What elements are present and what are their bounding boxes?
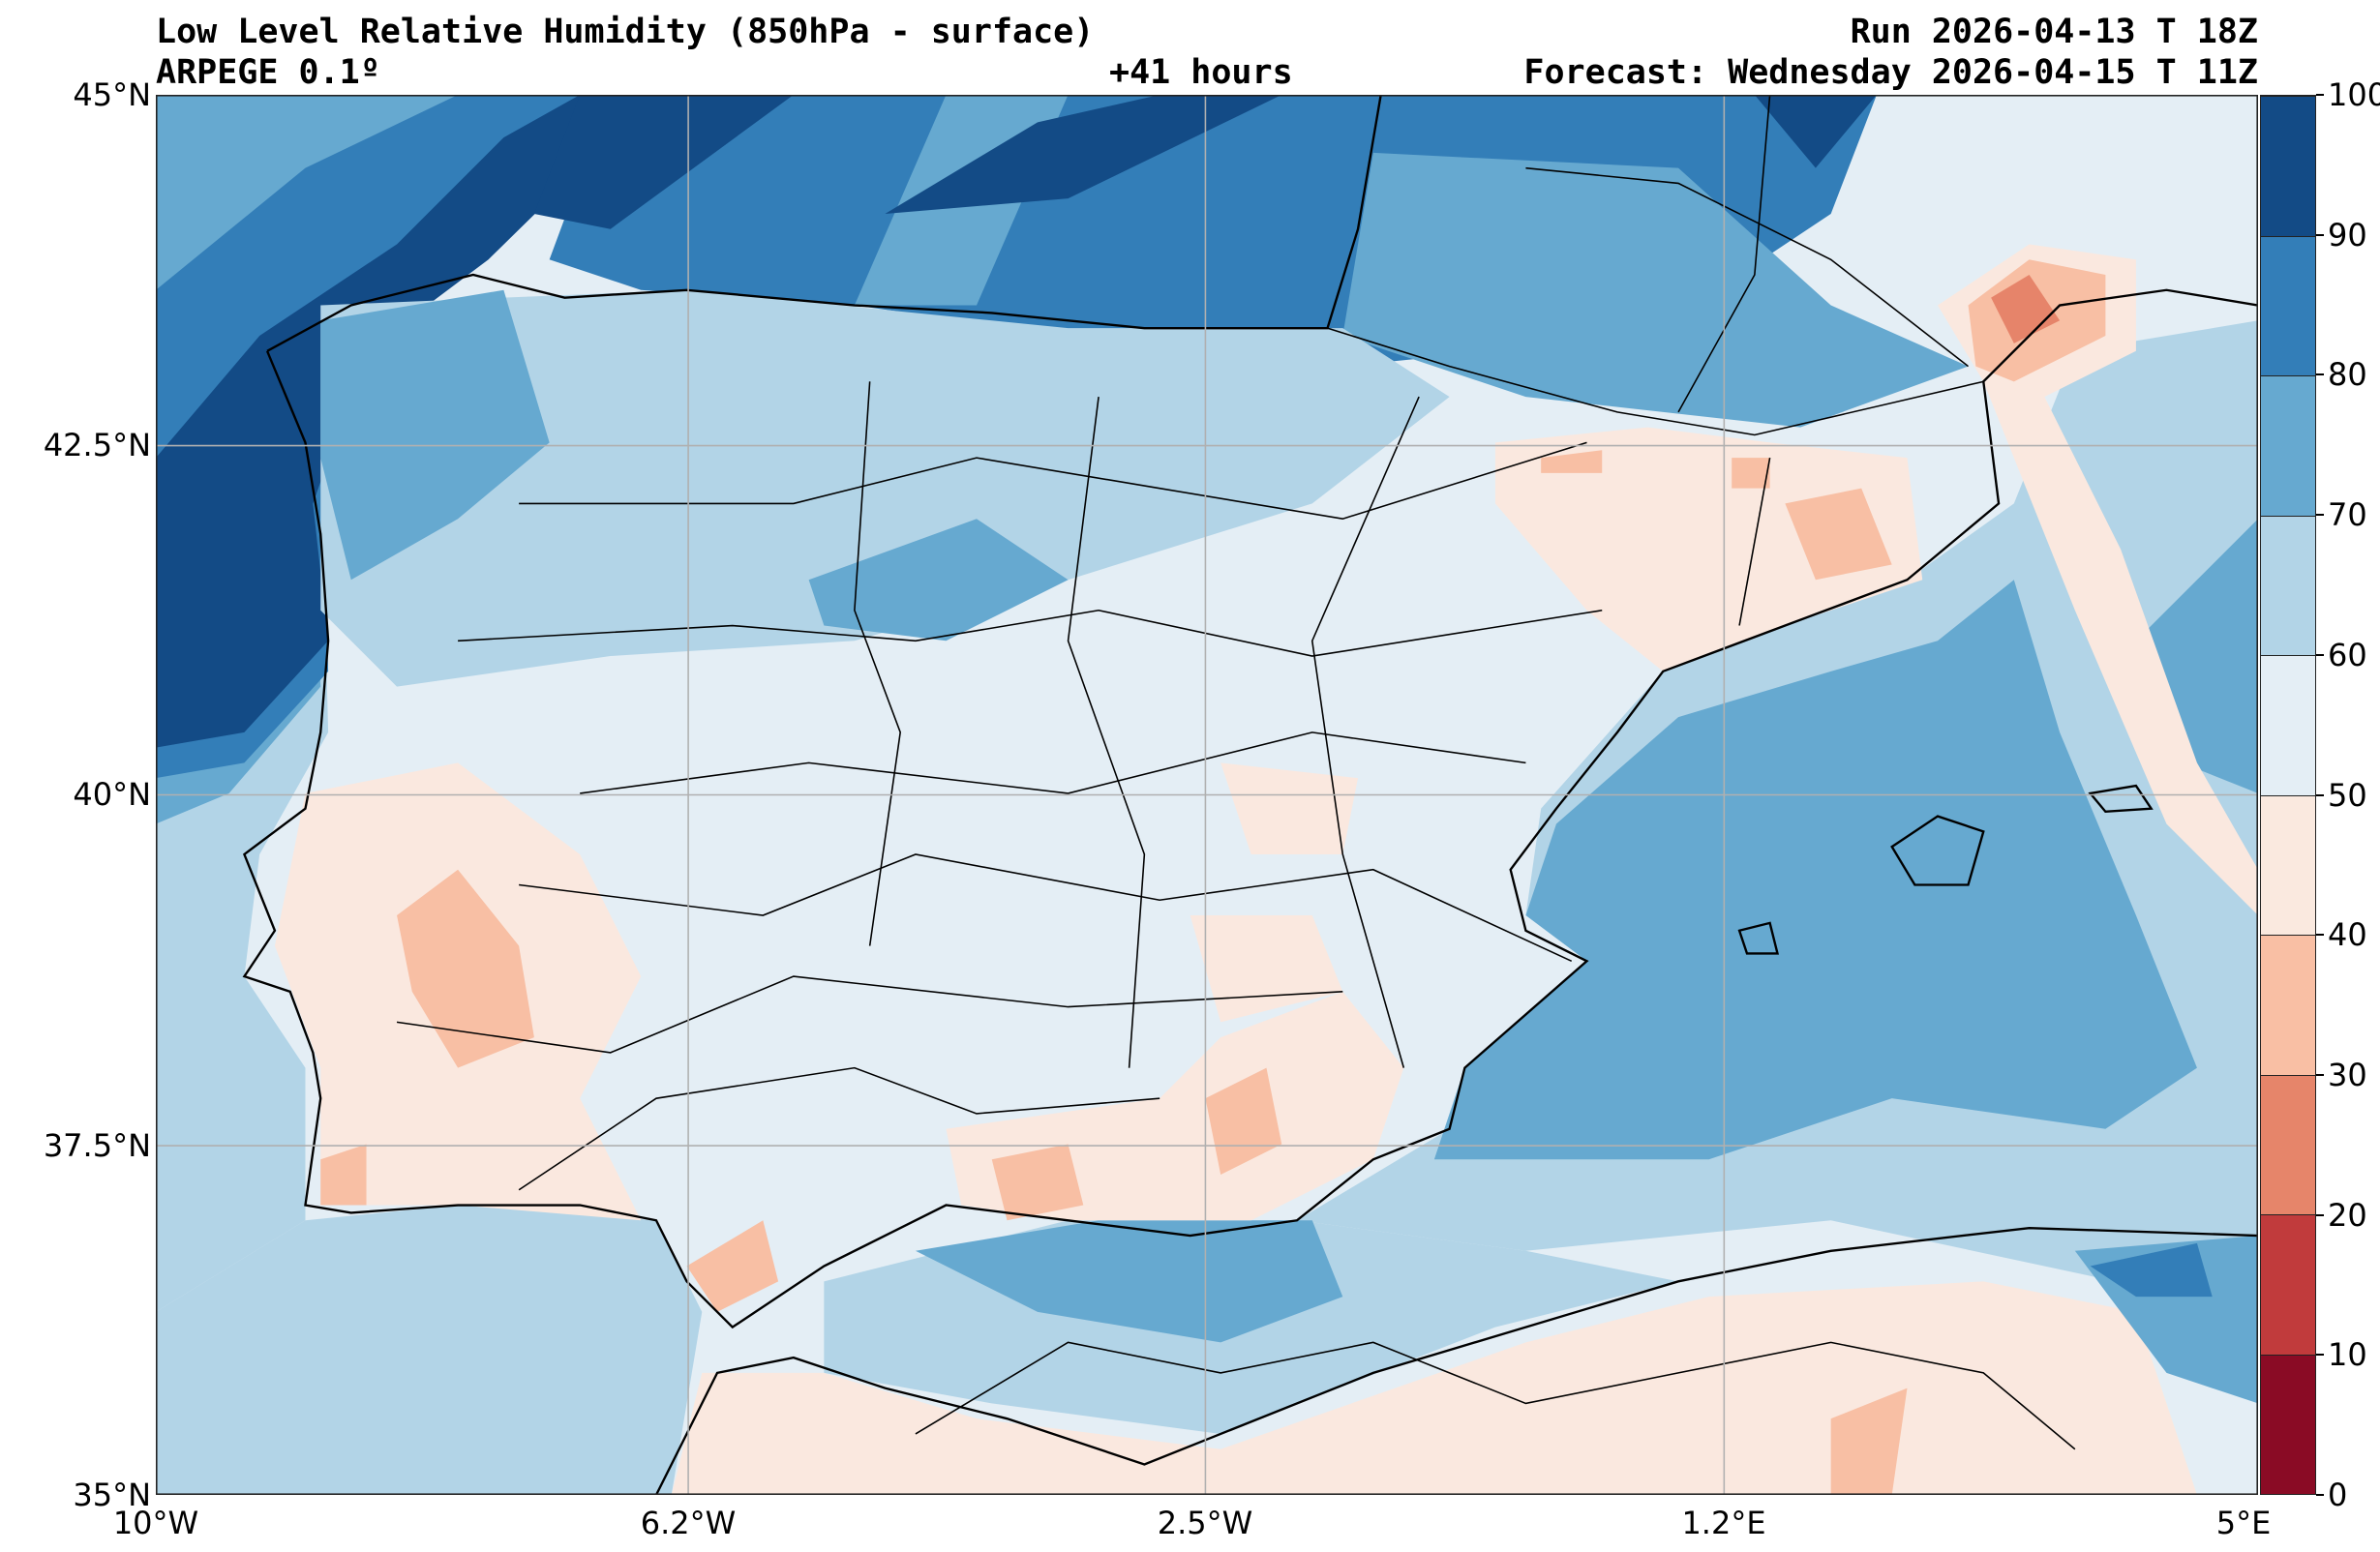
dry-zone-rhone-20 (1991, 274, 2061, 343)
colorbar-tick (2316, 514, 2324, 517)
colorbar-tick (2316, 373, 2324, 376)
colorbar-label: 80 (2328, 356, 2367, 394)
east-sea-zone-70 (2135, 519, 2258, 793)
colorbar-label: 60 (2328, 636, 2367, 673)
lon-label-6-2w: 6.2°W (640, 1505, 737, 1541)
lat-label-37-5: 37.5°N (43, 1127, 151, 1164)
dry-zone-se (946, 762, 1404, 1221)
alboran-zone-70 (915, 1220, 1343, 1343)
dry-zone-ne-30 (1541, 450, 1892, 581)
biscay-zone-light (854, 95, 1969, 428)
colorbar-tick (2316, 1354, 2324, 1357)
lat-label-45: 45°N (73, 76, 151, 113)
colorbar-label: 100 (2328, 76, 2380, 113)
colorbar-tick (2316, 1494, 2324, 1496)
colorbar-label: 20 (2328, 1196, 2367, 1234)
dry-zone-sw-30 (320, 869, 779, 1312)
lat-label-40: 40°N (73, 776, 151, 813)
gridlines (156, 95, 2258, 1495)
colorbar-segment (2261, 515, 2315, 655)
colorbar-segment (2261, 1354, 2315, 1494)
colorbar-label: 30 (2328, 1056, 2367, 1093)
colorbar-label: 40 (2328, 916, 2367, 954)
colorbar-label: 50 (2328, 776, 2367, 814)
colorbar-segment (2261, 96, 2315, 236)
dry-zone-rhone (1937, 244, 2258, 916)
colorbar-segment (2261, 375, 2315, 516)
colorbar-label: 90 (2328, 216, 2367, 254)
colorbar-tick (2316, 94, 2324, 96)
coastlines (242, 95, 2258, 1495)
colorbar-segment (2261, 794, 2315, 935)
admin-borders (396, 95, 2076, 1450)
lon-label-1-2e: 1.2°E (1681, 1505, 1766, 1541)
colorbar-label: 70 (2328, 496, 2367, 534)
colorbar-segment (2261, 935, 2315, 1075)
colorbar-tick (2316, 1213, 2324, 1216)
colorbar (2260, 95, 2316, 1495)
colorbar-tick (2316, 233, 2324, 236)
north-spain-zone-70 (320, 289, 1069, 642)
lat-label-42-5: 42.5°N (43, 427, 151, 463)
north-spain-zone (320, 289, 1450, 687)
alboran-zone (156, 1205, 703, 1495)
run-label: Run 2026-04-13 T 18Z (1850, 13, 2258, 51)
lon-label-10w: 10°W (112, 1505, 199, 1541)
map-title: Low Level Relative Humidity (850hPa - su… (156, 13, 1095, 51)
dry-zone-se-30 (991, 1067, 1282, 1221)
atlantic-zone-90 (156, 95, 656, 748)
colorbar-segment (2261, 1074, 2315, 1214)
colorbar-segment (2261, 655, 2315, 795)
colorbar-label: 0 (2328, 1477, 2348, 1513)
colorbar-segment (2261, 1214, 2315, 1355)
lead-time-label: +41 hours (1109, 53, 1293, 92)
colorbar-label: 10 (2328, 1336, 2367, 1374)
lat-label-35: 35°N (73, 1477, 151, 1513)
mediterranean-zone-70 (1433, 580, 2197, 1160)
colorbar-segment (2261, 235, 2315, 375)
colorbar-tick (2316, 1073, 2324, 1076)
colorbar-tick (2316, 653, 2324, 656)
dry-zone-africa-30 (1830, 1388, 1908, 1495)
dry-zone-africa (671, 1281, 2197, 1495)
lon-label-2-5w: 2.5°W (1157, 1505, 1253, 1541)
model-label: ARPEGE 0.1º (156, 53, 380, 92)
forecast-label: Forecast: Wednesday 2026-04-15 T 11Z (1523, 53, 2258, 92)
lon-label-5e: 5°E (2215, 1505, 2272, 1541)
colorbar-tick (2316, 934, 2324, 937)
africa-humid-zone-80 (2090, 1242, 2213, 1298)
humidity-map (156, 95, 2258, 1495)
colorbar-tick (2316, 793, 2324, 796)
